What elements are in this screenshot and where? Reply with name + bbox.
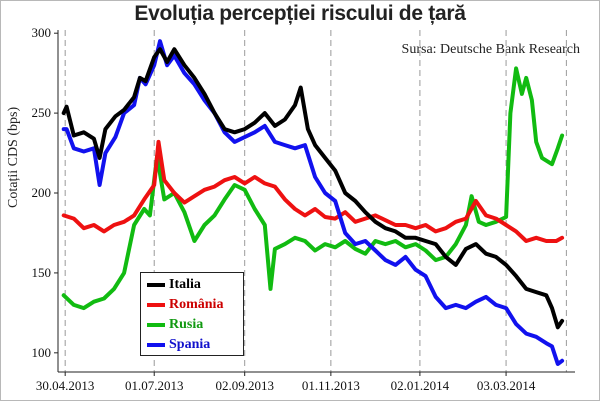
legend-label-spania: Spania xyxy=(169,337,211,352)
legend-swatch-rusia xyxy=(147,323,165,327)
y-tick-label: 100 xyxy=(32,345,52,360)
series-line-romania xyxy=(61,139,565,243)
legend: Italia România Rusia Spania xyxy=(140,272,244,356)
legend-label-rusia: Rusia xyxy=(169,317,204,332)
legend-swatch-spania xyxy=(147,343,165,347)
y-tick-label: 200 xyxy=(32,185,52,200)
legend-swatch-italia xyxy=(147,283,165,287)
x-tick-label: 02.01.2014 xyxy=(391,378,450,393)
y-tick-label: 150 xyxy=(32,265,52,280)
legend-label-italia: Italia xyxy=(169,277,201,292)
legend-swatch-romania xyxy=(147,303,165,307)
x-tick-label: 01.07.2013 xyxy=(125,378,184,393)
series-line-spania xyxy=(61,39,565,366)
y-tick-label: 250 xyxy=(32,105,52,120)
series-lines xyxy=(61,39,565,366)
legend-item-spania: Spania xyxy=(147,335,243,355)
x-tick-label: 30.04.2013 xyxy=(36,378,95,393)
x-tick-label: 03.03.2014 xyxy=(477,378,536,393)
y-tick-label: 300 xyxy=(32,25,52,40)
x-tick-label: 02.09.2013 xyxy=(215,378,274,393)
legend-label-romania: România xyxy=(169,297,224,312)
x-tick-label: 01.11.2013 xyxy=(302,378,360,393)
legend-item-romania: România xyxy=(147,295,243,315)
chart-title: Evoluția percepției riscului de țară xyxy=(134,2,466,25)
series-line-rusia xyxy=(61,66,565,311)
legend-item-italia: Italia xyxy=(147,275,243,295)
chart-source: Sursa: Deutsche Bank Research xyxy=(401,42,580,57)
axes: 30.04.2013 01.07.2013 02.09.2013 01.11.2013… xyxy=(32,25,575,393)
series-line-italia xyxy=(61,47,565,330)
legend-item-rusia: Rusia xyxy=(147,315,243,335)
